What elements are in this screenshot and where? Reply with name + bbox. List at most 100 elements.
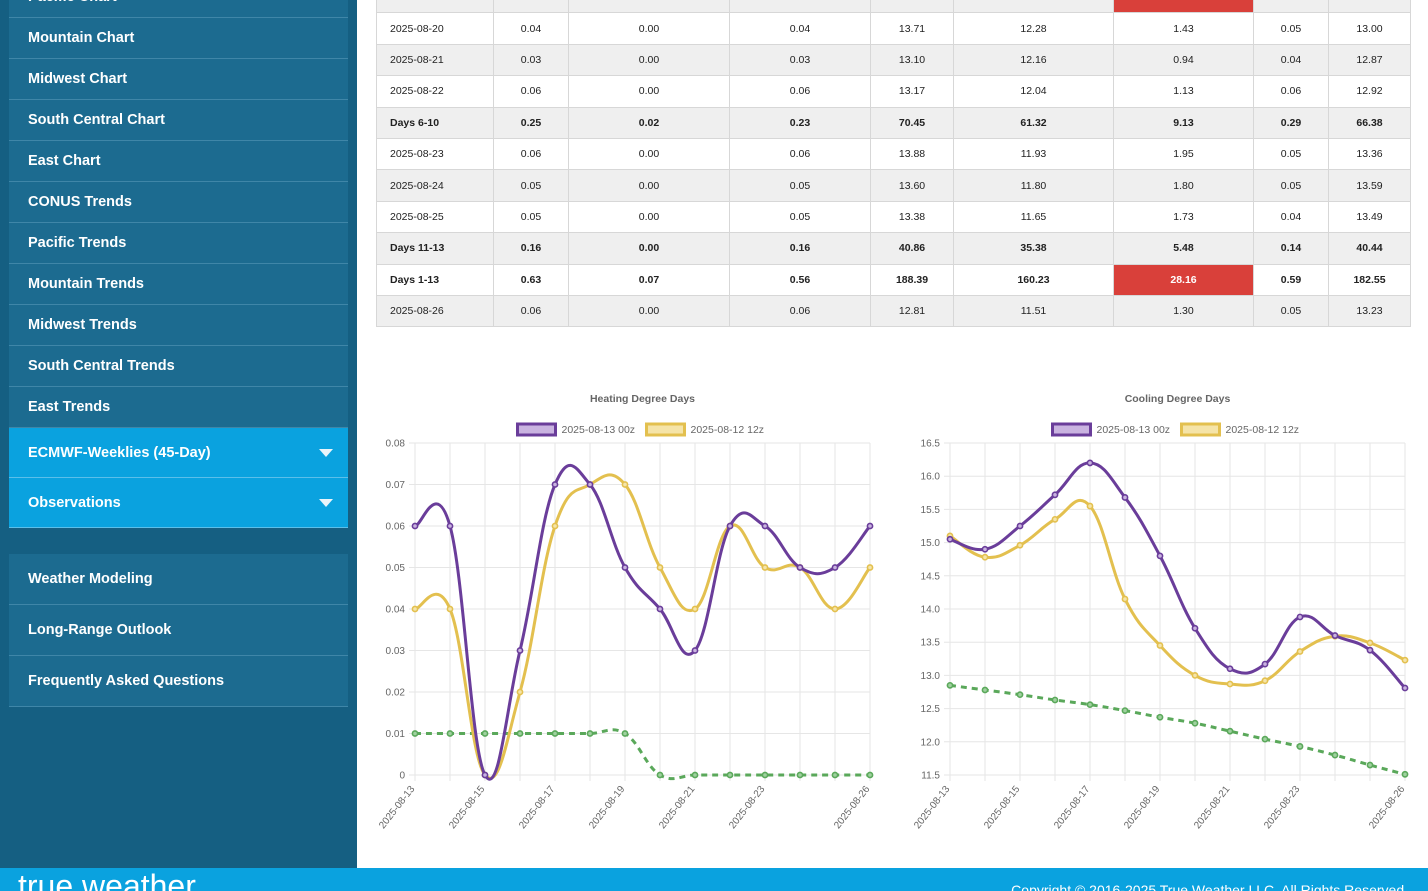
data-point bbox=[481, 771, 489, 779]
data-point bbox=[1051, 491, 1059, 499]
table-cell: 66.38 bbox=[1328, 106, 1411, 139]
x-tick-label: 2025-08-26 bbox=[1367, 784, 1407, 831]
y-tick-label: 13.5 bbox=[921, 638, 941, 649]
sidebar-item-east-trends[interactable]: East Trends bbox=[9, 387, 348, 428]
data-point bbox=[621, 481, 629, 488]
data-point bbox=[1191, 719, 1199, 727]
legend-label: 2025-08-12 12z bbox=[691, 424, 765, 436]
data-point bbox=[831, 605, 839, 613]
data-point bbox=[411, 522, 419, 530]
y-tick-label: 0.08 bbox=[386, 439, 406, 450]
data-point bbox=[1366, 639, 1374, 647]
sidebar-item-weather-modeling[interactable]: Weather Modeling bbox=[9, 554, 348, 605]
table-cell: 40.86 bbox=[870, 232, 954, 265]
sidebar-item-mountain-trends[interactable]: Mountain Trends bbox=[9, 264, 348, 305]
table-cell: 0.07 bbox=[568, 263, 730, 296]
sidebar-section-ecmwf-weeklies-45-day[interactable]: ECMWF-Weeklies (45-Day) bbox=[9, 428, 348, 478]
table-cell: 0.03 bbox=[493, 43, 569, 77]
table-cell: 12.81 bbox=[870, 294, 954, 328]
sidebar-item-east-chart[interactable]: East Chart bbox=[9, 141, 348, 182]
table-row: Days 6-10 0.25 0.02 0.23 70.45 61.32 9.13 0.29 6… bbox=[376, 106, 1411, 139]
legend-item: 2025-08-13 00z bbox=[1051, 422, 1170, 437]
data-point bbox=[1226, 680, 1234, 688]
table-cell: 13.10 bbox=[870, 43, 954, 77]
table-row: 2025-08-21 0.03 0.00 0.03 13.10 12.16 0.94 0.04… bbox=[376, 43, 1411, 77]
data-point bbox=[1296, 743, 1304, 750]
y-tick-label: 12.5 bbox=[921, 704, 941, 715]
data-point bbox=[866, 771, 874, 779]
data-point bbox=[446, 522, 454, 530]
sidebar-item-pacific-chart[interactable]: Pacific Chart bbox=[9, 0, 348, 18]
table-cell: 0.05 bbox=[1253, 137, 1329, 171]
chevron-down-icon bbox=[319, 449, 333, 457]
table-cell: 0.05 bbox=[493, 0, 569, 14]
y-tick-label: 15.5 bbox=[921, 505, 941, 516]
table-cell: 0.04 bbox=[1253, 43, 1329, 77]
sidebar-item-long-range-outlook[interactable]: Long-Range Outlook bbox=[9, 605, 348, 656]
x-tick-label: 2025-08-15 bbox=[982, 784, 1022, 831]
sidebar-item-pacific-trends[interactable]: Pacific Trends bbox=[9, 223, 348, 264]
sidebar-item-conus-trends[interactable]: CONUS Trends bbox=[9, 182, 348, 223]
x-tick-label: 2025-08-13 bbox=[912, 784, 952, 831]
table-cell: 1.46 bbox=[1113, 0, 1254, 14]
table-cell: 12.92 bbox=[1328, 75, 1411, 108]
data-point bbox=[516, 647, 524, 654]
table-cell: 40.44 bbox=[1328, 232, 1411, 265]
data-point bbox=[1401, 656, 1409, 664]
table-cell-date: 2025-08-25 bbox=[376, 200, 494, 234]
data-point bbox=[446, 605, 454, 613]
table-cell: 1.95 bbox=[1113, 137, 1254, 171]
table-cell: 0.06 bbox=[729, 294, 871, 328]
data-point bbox=[656, 564, 664, 571]
x-tick-label: 2025-08-26 bbox=[832, 784, 872, 831]
sidebar-section-label: Observations bbox=[28, 494, 121, 511]
sidebar-nav-group-secondary: Weather Modeling Long-Range Outlook Freque… bbox=[9, 554, 348, 707]
data-point bbox=[1121, 494, 1129, 501]
table-cell: 0.25 bbox=[493, 106, 569, 139]
table-cell: 0.59 bbox=[1253, 263, 1329, 296]
table-row: 2025-08-26 0.06 0.00 0.06 12.81 11.51 1.30 0.05… bbox=[376, 294, 1411, 328]
data-point bbox=[1296, 613, 1304, 621]
legend-item: 2025-08-12 12z bbox=[1180, 422, 1299, 437]
legend-swatch bbox=[516, 422, 557, 437]
sidebar-item-mountain-chart[interactable]: Mountain Chart bbox=[9, 18, 348, 59]
table-cell: 182.55 bbox=[1328, 263, 1411, 296]
data-point bbox=[1261, 677, 1269, 685]
table-cell: 0.04 bbox=[493, 12, 569, 45]
data-point bbox=[1016, 691, 1024, 699]
sidebar-item-frequently-asked-questions[interactable]: Frequently Asked Questions bbox=[9, 656, 348, 707]
x-tick-label: 2025-08-23 bbox=[727, 784, 767, 831]
sidebar-section-observations[interactable]: Observations bbox=[9, 478, 348, 528]
x-tick-label: 2025-08-19 bbox=[587, 784, 627, 831]
table-cell: 0.06 bbox=[493, 294, 569, 328]
table-cell-date: 2025-08-26 bbox=[376, 294, 494, 328]
sidebar-item-midwest-trends[interactable]: Midwest Trends bbox=[9, 305, 348, 346]
chart-series bbox=[411, 463, 874, 781]
sidebar-item-south-central-trends[interactable]: South Central Trends bbox=[9, 346, 348, 387]
table-row: 2025-08-24 0.05 0.00 0.05 13.60 11.80 1.80 0.05… bbox=[376, 169, 1411, 202]
data-point bbox=[481, 730, 489, 737]
table-cell: 0.06 bbox=[729, 137, 871, 171]
heating-degree-days-chart: Heating Degree Days 2025-08-13 00z 2025-08… bbox=[377, 393, 874, 831]
table-cell: 0.00 bbox=[568, 200, 730, 234]
table-cell-date: Days 1-13 bbox=[376, 263, 494, 296]
data-point bbox=[1331, 632, 1339, 639]
table-cell: 0.05 bbox=[493, 169, 569, 202]
x-tick-label: 2025-08-23 bbox=[1262, 784, 1302, 831]
table-cell: 13.36 bbox=[1328, 137, 1411, 171]
table-cell: 0.00 bbox=[568, 75, 730, 108]
x-tick-label: 2025-08-15 bbox=[447, 784, 487, 831]
legend-swatch bbox=[1180, 422, 1221, 437]
data-point bbox=[1191, 671, 1199, 679]
table-cell: 0.05 bbox=[493, 200, 569, 234]
data-point bbox=[446, 730, 454, 737]
y-tick-label: 0.03 bbox=[386, 646, 406, 657]
table-cell: 61.32 bbox=[953, 106, 1114, 139]
footer-logo[interactable]: true weather bbox=[18, 873, 196, 891]
sidebar-item-south-central-chart[interactable]: South Central Chart bbox=[9, 100, 348, 141]
y-tick-label: 0 bbox=[399, 771, 405, 782]
sidebar-item-midwest-chart[interactable]: Midwest Chart bbox=[9, 59, 348, 100]
y-tick-label: 0.04 bbox=[386, 605, 406, 616]
table-row: 2025-08-190.050.010.0513.4512.041.460.05… bbox=[376, 0, 1411, 14]
data-point bbox=[761, 771, 769, 779]
